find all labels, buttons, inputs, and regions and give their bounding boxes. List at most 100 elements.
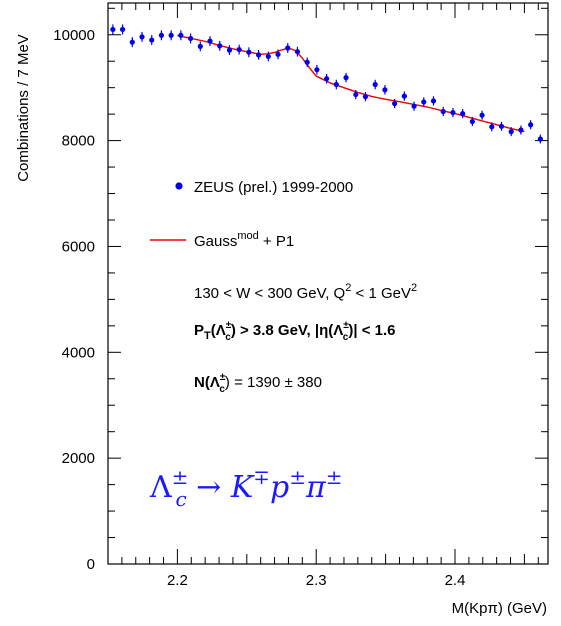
point-marker <box>187 35 194 42</box>
data-point <box>362 92 369 102</box>
point-marker <box>353 91 359 98</box>
point-marker <box>362 94 369 100</box>
data-point <box>333 79 339 90</box>
data-point <box>430 96 437 106</box>
data-point <box>353 89 359 100</box>
data-points <box>110 24 543 144</box>
point-marker <box>489 124 495 130</box>
point-marker <box>197 43 203 49</box>
point-marker <box>158 32 165 38</box>
data-point <box>324 73 330 84</box>
point-marker <box>498 123 505 129</box>
point-marker <box>392 100 398 107</box>
point-marker <box>275 51 281 57</box>
point-marker <box>440 108 446 115</box>
data-point <box>265 51 271 62</box>
data-point <box>479 110 485 120</box>
data-point <box>217 40 223 51</box>
data-point <box>149 35 155 46</box>
data-point <box>421 97 427 107</box>
axis-tick-labels: 0 2000 4000 6000 8000 10000 2.2 2.3 2.4 <box>53 27 465 589</box>
legend-marker-data <box>175 182 183 190</box>
data-point <box>343 72 349 83</box>
point-marker <box>518 127 524 133</box>
data-point <box>372 79 378 90</box>
point-marker <box>333 81 339 88</box>
point-marker <box>178 32 184 38</box>
y-tick-label: 0 <box>87 556 95 573</box>
pt-cut-annotation: PT(Λ± c) > 3.8 GeV, |η(Λ± c)| < 1.6 <box>194 320 395 343</box>
y-tick-label: 8000 <box>62 133 95 150</box>
point-marker <box>411 103 417 109</box>
data-point <box>508 127 514 137</box>
point-marker <box>294 49 301 55</box>
point-marker <box>149 37 155 43</box>
data-point <box>119 24 126 35</box>
data-point <box>382 85 388 95</box>
data-point <box>255 49 262 60</box>
data-point <box>168 30 174 41</box>
point-marker <box>226 47 233 53</box>
y-tick-label: 2000 <box>62 450 95 467</box>
data-point <box>450 107 456 118</box>
data-point <box>226 45 233 56</box>
point-marker <box>304 59 310 65</box>
data-point <box>518 125 524 135</box>
data-point <box>460 109 466 119</box>
yield-annotation: N(Λ± c) = 1390 ± 380 <box>194 372 322 395</box>
point-marker <box>139 34 145 40</box>
data-point <box>411 101 417 111</box>
point-marker <box>129 39 135 45</box>
data-point <box>197 41 203 52</box>
x-tick-label: 2.2 <box>167 572 188 589</box>
data-point <box>440 106 446 117</box>
data-point <box>178 30 184 41</box>
legend-entry-data: ZEUS (prel.) 1999-2000 <box>194 179 353 196</box>
point-marker <box>450 109 456 116</box>
point-marker <box>537 136 543 142</box>
point-marker <box>324 76 330 82</box>
data-point <box>139 31 145 42</box>
point-marker <box>343 75 349 81</box>
data-point <box>129 37 135 48</box>
point-marker <box>460 111 466 117</box>
point-marker <box>314 67 320 73</box>
y-tick-label: 10000 <box>53 27 95 44</box>
data-point <box>285 43 291 53</box>
point-marker <box>421 99 427 105</box>
point-marker <box>265 53 271 60</box>
point-marker <box>110 26 116 33</box>
data-point <box>314 64 320 75</box>
data-point <box>469 116 475 127</box>
data-point <box>236 44 242 55</box>
point-marker <box>528 122 534 128</box>
y-axis-title: Combinations / 7 MeV <box>15 34 32 182</box>
point-marker <box>382 87 388 93</box>
data-point <box>537 134 543 144</box>
point-marker <box>401 93 407 99</box>
data-point <box>392 98 398 109</box>
point-marker <box>207 38 213 44</box>
kinematics-annotation: 130 < W < 300 GeV, Q2 < 1 GeV2 <box>194 282 417 302</box>
x-tick-label: 2.3 <box>306 572 327 589</box>
data-point <box>207 36 213 47</box>
fit-curve <box>177 34 525 133</box>
point-marker <box>119 26 126 33</box>
x-tick-label: 2.4 <box>445 572 466 589</box>
decay-annotation: Λ± c → K∓p±π± <box>149 465 343 511</box>
point-marker <box>430 98 437 104</box>
point-marker <box>372 81 378 88</box>
y-tick-label: 6000 <box>62 238 95 255</box>
data-point <box>489 122 495 132</box>
data-point <box>401 91 407 101</box>
point-marker <box>217 43 223 49</box>
point-marker <box>479 112 485 118</box>
data-point <box>528 120 534 130</box>
data-point <box>498 121 505 131</box>
y-tick-label: 4000 <box>62 344 95 361</box>
data-point <box>110 24 116 35</box>
point-marker <box>255 52 262 58</box>
legend-entry-fit: Gaussmod + P1 <box>194 230 294 250</box>
data-point <box>246 47 252 58</box>
